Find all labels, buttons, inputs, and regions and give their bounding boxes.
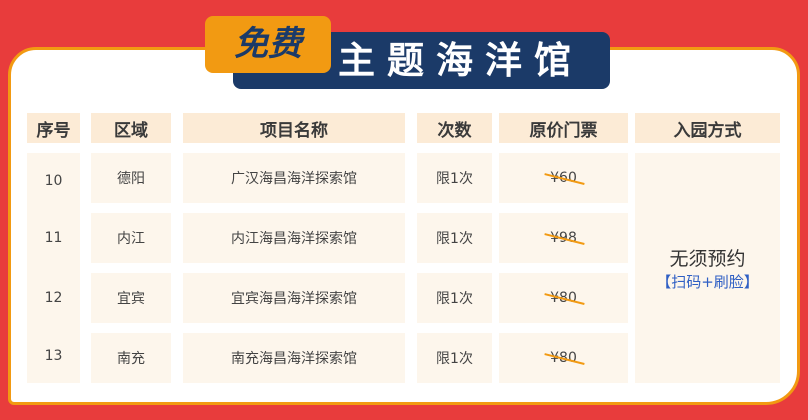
cell-name-text: 南充海昌海洋探索馆 bbox=[231, 351, 357, 367]
free-badge: 免费 bbox=[205, 16, 331, 73]
header-name: 项目名称 bbox=[183, 113, 405, 143]
entry-scan-face: 【扫码+刷脸】 bbox=[656, 273, 759, 291]
header-seq: 序号 bbox=[27, 113, 80, 143]
header-seq-text: 序号 bbox=[36, 120, 71, 141]
entry-method-cell: 无须预约【扫码+刷脸】 bbox=[635, 153, 780, 383]
cell-seq-text: 11 bbox=[44, 230, 63, 246]
header-price-text: 原价门票 bbox=[529, 120, 598, 141]
cell-times-text: 限1次 bbox=[436, 351, 473, 367]
cell-seq-text: 10 bbox=[44, 172, 63, 189]
cell-price: ¥80 bbox=[499, 333, 628, 383]
cell-seq: 11 bbox=[27, 208, 80, 269]
cell-region-text: 内江 bbox=[117, 231, 145, 247]
cell-name: 内江海昌海洋探索馆 bbox=[183, 213, 405, 263]
header-region-text: 区域 bbox=[114, 120, 148, 141]
header-price: 原价门票 bbox=[499, 113, 628, 143]
cell-seq: 12 bbox=[27, 268, 80, 329]
cell-name-text: 内江海昌海洋探索馆 bbox=[231, 231, 357, 247]
cell-times: 限1次 bbox=[417, 213, 492, 263]
cell-region-text: 德阳 bbox=[117, 171, 145, 187]
cell-price: ¥80 bbox=[499, 273, 628, 323]
header-name-text: 项目名称 bbox=[260, 120, 328, 141]
cell-region-text: 南充 bbox=[117, 351, 145, 367]
header-times: 次数 bbox=[417, 113, 492, 143]
cell-times-text: 限1次 bbox=[436, 171, 473, 187]
cell-price: ¥98 bbox=[499, 213, 628, 263]
header-entry-text: 入园方式 bbox=[673, 120, 742, 141]
cell-times-text: 限1次 bbox=[436, 291, 473, 307]
cell-region-text: 宜宾 bbox=[117, 291, 145, 307]
entry-no-reservation: 无须预约 bbox=[669, 248, 746, 270]
cell-price-text: ¥98 bbox=[550, 230, 577, 246]
cell-name-text: 宜宾海昌海洋探索馆 bbox=[231, 291, 357, 307]
cell-seq: 13 bbox=[27, 328, 80, 383]
cell-region: 宜宾 bbox=[91, 273, 171, 323]
cell-times-text: 限1次 bbox=[436, 231, 473, 247]
cell-price-text: ¥60 bbox=[550, 170, 577, 186]
cell-price: ¥60 bbox=[499, 153, 628, 203]
cell-name: 广汉海昌海洋探索馆 bbox=[183, 153, 405, 203]
header-entry: 入园方式 bbox=[635, 113, 780, 143]
cell-seq-text: 12 bbox=[44, 290, 63, 306]
header-region: 区域 bbox=[91, 113, 171, 143]
cell-region: 内江 bbox=[91, 213, 171, 263]
cell-name: 南充海昌海洋探索馆 bbox=[183, 333, 405, 383]
cell-name: 宜宾海昌海洋探索馆 bbox=[183, 273, 405, 323]
cell-region: 南充 bbox=[91, 333, 171, 383]
cell-region: 德阳 bbox=[91, 153, 171, 203]
cell-times: 限1次 bbox=[417, 273, 492, 323]
header-times-text: 次数 bbox=[437, 120, 472, 141]
cell-seq: 10 bbox=[27, 153, 80, 209]
cell-name-text: 广汉海昌海洋探索馆 bbox=[231, 171, 357, 187]
cell-price-text: ¥80 bbox=[550, 350, 577, 366]
cell-seq-text: 13 bbox=[44, 347, 63, 364]
cell-times: 限1次 bbox=[417, 333, 492, 383]
cell-times: 限1次 bbox=[417, 153, 492, 203]
cell-price-text: ¥80 bbox=[550, 290, 577, 306]
